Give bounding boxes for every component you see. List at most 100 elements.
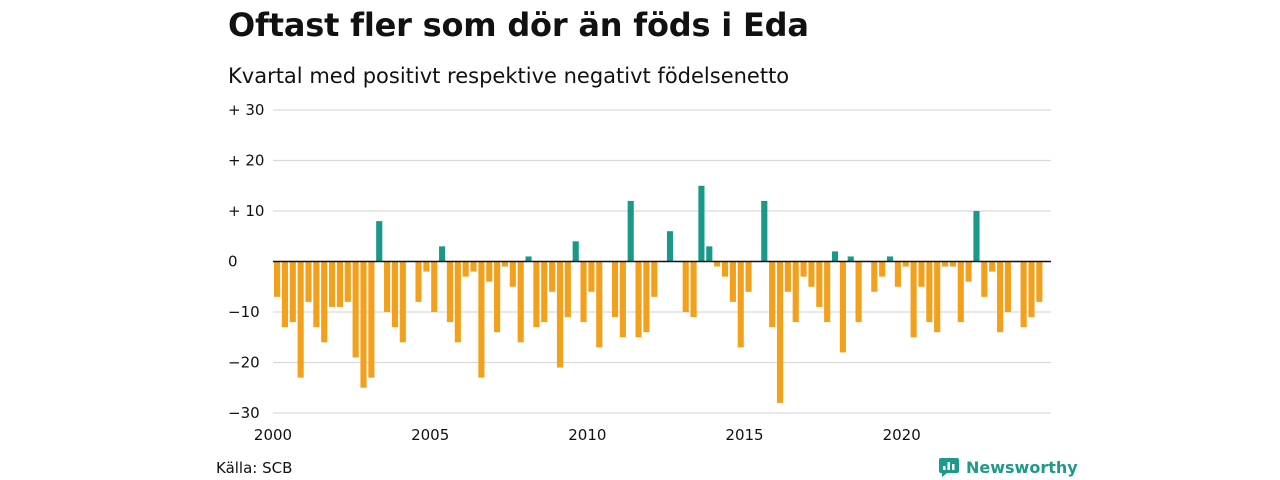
bar xyxy=(965,261,972,282)
bar xyxy=(1004,261,1011,312)
bar xyxy=(839,261,846,353)
bar xyxy=(635,261,642,338)
bar xyxy=(494,261,501,333)
bar xyxy=(549,261,556,292)
x-tick-label: 2010 xyxy=(568,426,606,444)
chart-title: Oftast fler som dör än föds i Eda xyxy=(228,6,809,44)
gridlines xyxy=(273,109,1051,414)
bar xyxy=(981,261,988,297)
bar xyxy=(949,261,956,267)
bar xyxy=(509,261,516,287)
bar xyxy=(784,261,791,292)
bar xyxy=(934,261,941,333)
bar xyxy=(792,261,799,323)
bar xyxy=(478,261,485,378)
bar xyxy=(698,185,705,262)
bar xyxy=(855,261,862,323)
y-tick-label: −20 xyxy=(228,354,260,372)
bar xyxy=(533,261,540,328)
x-tick-label: 2005 xyxy=(411,426,449,444)
bar xyxy=(627,200,634,262)
bar xyxy=(470,261,477,272)
bar xyxy=(611,261,619,318)
bar xyxy=(902,261,909,267)
bar xyxy=(446,261,454,323)
brand-name: Newsworthy xyxy=(966,457,1078,477)
bar xyxy=(816,261,823,307)
bar xyxy=(847,256,854,262)
bar xyxy=(321,261,328,343)
bar xyxy=(690,261,697,318)
bar xyxy=(957,261,964,323)
bar xyxy=(682,261,689,312)
bar xyxy=(918,261,925,287)
bar xyxy=(769,261,776,328)
bar xyxy=(714,261,721,267)
source-note: Källa: SCB xyxy=(216,459,293,477)
bar xyxy=(376,221,383,262)
bar xyxy=(894,261,901,287)
y-tick-label: + 20 xyxy=(228,152,264,170)
bar xyxy=(431,261,438,312)
x-tick-label: 2015 xyxy=(725,426,763,444)
bar xyxy=(525,256,532,262)
bar xyxy=(871,261,878,292)
bar xyxy=(973,211,980,262)
bar xyxy=(808,261,815,287)
y-tick-label: 0 xyxy=(228,253,238,271)
bar xyxy=(666,231,674,262)
bar xyxy=(941,261,949,267)
bar xyxy=(336,261,344,307)
bar xyxy=(721,261,729,277)
bar xyxy=(415,261,422,302)
bar xyxy=(572,241,579,262)
bar xyxy=(564,261,571,318)
y-tick-label: + 30 xyxy=(228,101,264,119)
bar xyxy=(399,261,406,343)
bar xyxy=(706,246,713,262)
bar xyxy=(580,261,587,323)
chart-subtitle: Kvartal med positivt respektive negativt… xyxy=(228,64,790,88)
bar xyxy=(596,261,603,348)
bar xyxy=(831,251,839,262)
bar xyxy=(1036,261,1043,302)
bar xyxy=(462,261,469,277)
bar xyxy=(556,261,564,368)
x-tick-label: 2000 xyxy=(254,426,292,444)
bar xyxy=(824,261,831,323)
bar-series xyxy=(274,185,1043,403)
bar xyxy=(651,261,658,297)
bar xyxy=(274,261,281,297)
bar xyxy=(297,261,304,378)
bar xyxy=(344,261,351,302)
bar xyxy=(541,261,548,323)
bar xyxy=(619,261,626,338)
bar xyxy=(501,261,509,267)
x-axis-tick-labels: 2000 2005 2010 2015 2020 xyxy=(254,426,921,444)
bar xyxy=(486,261,493,282)
bar xyxy=(517,261,524,343)
bar xyxy=(729,261,736,302)
bar xyxy=(800,261,807,277)
bar xyxy=(926,261,933,323)
bar xyxy=(305,261,312,302)
x-tick-label: 2020 xyxy=(883,426,921,444)
bar xyxy=(1028,261,1035,318)
bar xyxy=(384,261,391,312)
bar xyxy=(910,261,917,338)
y-tick-label: −30 xyxy=(228,404,260,422)
y-tick-label: + 10 xyxy=(228,202,264,220)
bar xyxy=(289,261,296,323)
bar xyxy=(439,246,446,262)
bar xyxy=(329,261,336,307)
bar xyxy=(989,261,996,272)
bar xyxy=(368,261,375,378)
bar xyxy=(1020,261,1027,328)
bar xyxy=(391,261,399,328)
brand-logo: Newsworthy xyxy=(938,456,1078,478)
y-tick-label: −10 xyxy=(228,303,260,321)
bar xyxy=(352,261,359,358)
bar xyxy=(643,261,650,333)
bar xyxy=(281,261,288,328)
